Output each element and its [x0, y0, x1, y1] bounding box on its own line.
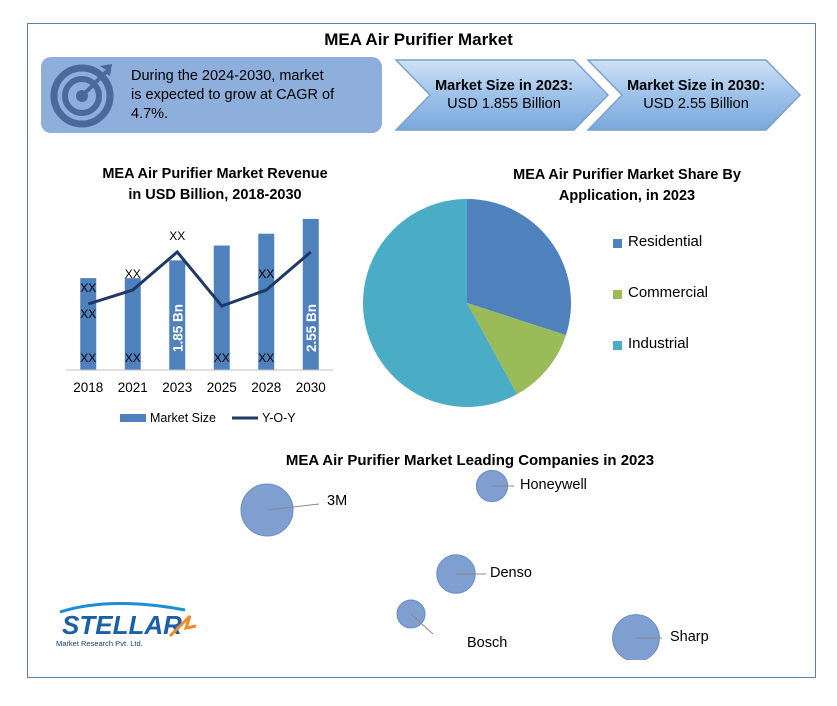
bar-2028 — [258, 233, 275, 370]
page-title: MEA Air Purifier Market — [324, 30, 513, 49]
pie-chart-title: MEA Air Purifier Market Share By Applica… — [487, 165, 767, 207]
x-tick-2030: 2030 — [296, 380, 326, 395]
cagr-line-2: is expected to grow at CAGR of — [131, 87, 335, 103]
market-size-arrows — [394, 59, 802, 131]
bar-2018 — [80, 278, 97, 370]
arrow-2030 — [586, 59, 802, 131]
x-tick-2021: 2021 — [118, 380, 148, 395]
cagr-line-3: 4.7%. — [131, 106, 169, 122]
bar-chart-title: MEA Air Purifier Market Revenue in USD B… — [90, 164, 340, 206]
market-size-2030-label: Market Size in 2030: — [627, 78, 765, 94]
bubble-label-3m: 3M — [327, 493, 348, 509]
target-icon — [50, 64, 114, 128]
pie-legend-residential: Residential — [628, 233, 703, 250]
bar-label-bottom-2021: XX — [125, 351, 141, 365]
arrow-2023 — [394, 59, 610, 131]
market-size-2023: Market Size in 2023: USD 1.855 Billion — [424, 77, 584, 113]
bar-label-bottom-2025: XX — [214, 351, 230, 365]
cagr-line-1: During the 2024-2030, market — [131, 68, 324, 84]
yoy-label-2023: XX — [169, 229, 185, 243]
bar-value-2023: 1.85 Bn — [170, 304, 185, 352]
bubble-label-sharp: Sharp — [670, 629, 709, 645]
bubble-leader-bosch — [410, 613, 434, 635]
pie-legend-swatch-industrial — [613, 341, 622, 350]
market-size-2023-label: Market Size in 2023: — [435, 78, 573, 94]
bubble-label-denso: Denso — [490, 565, 532, 581]
pie-legend-commercial: Commercial — [628, 284, 709, 301]
yoy-line — [87, 249, 312, 308]
companies-bubble-chart — [240, 470, 662, 660]
bar-label-bottom-2028: XX — [258, 351, 274, 365]
bar-2025 — [213, 245, 230, 370]
bar-value-2030: 2.55 Bn — [304, 304, 319, 352]
market-size-2030: Market Size in 2030: USD 2.55 Billion — [616, 77, 776, 113]
bar-2021 — [124, 278, 141, 370]
market-size-2023-value: USD 1.855 Billion — [447, 96, 561, 112]
pie-slice-industrial — [363, 199, 518, 407]
bubble-leader-3m — [266, 503, 320, 511]
bar-chart-title-line-2: in USD Billion, 2018-2030 — [128, 187, 302, 203]
bubble-chart-title: MEA Air Purifier Market Leading Companie… — [285, 452, 655, 469]
stellar-logo: STELLAR Market Research Pvt. Ltd. — [56, 602, 197, 648]
revenue-bar-chart: XX XX 2018 XX 2021 1.85 Bn 2023 XX 2025 XX 2028 2.5… — [66, 218, 333, 425]
application-pie-chart — [363, 199, 571, 407]
bar-label-bottom-2018: XX — [80, 351, 96, 365]
bar-label-top-2018: XX — [80, 307, 96, 321]
bubble-sharp — [612, 614, 660, 660]
yoy-label-2021: XX — [125, 267, 141, 281]
logo-name: STELLAR — [62, 610, 182, 640]
pie-legend-swatch-residential — [613, 239, 622, 248]
pie-chart-title-line-2: Application, in 2023 — [558, 188, 696, 204]
x-tick-2018: 2018 — [73, 380, 103, 395]
bar-chart-title-line-1: MEA Air Purifier Market Revenue — [102, 166, 328, 182]
bar-2023 — [169, 260, 186, 370]
pie-slice-commercial — [467, 303, 566, 395]
x-tick-2023: 2023 — [162, 380, 192, 395]
logo-tagline: Market Research Pvt. Ltd. — [56, 639, 143, 648]
pie-chart-title-line-1: MEA Air Purifier Market Share By — [513, 167, 741, 183]
market-size-2030-value: USD 2.55 Billion — [643, 96, 749, 112]
bubble-label-honeywell: Honeywell — [520, 477, 587, 493]
pie-legend-industrial: Industrial — [628, 335, 689, 352]
cagr-text: During the 2024-2030, market is expected… — [131, 67, 371, 124]
legend-market-size-swatch — [120, 414, 146, 422]
x-tick-2025: 2025 — [207, 380, 237, 395]
yoy-label-2028: XX — [258, 267, 274, 281]
legend-market-size: Market Size — [150, 411, 216, 425]
legend-yoy: Y-O-Y — [262, 411, 296, 425]
pie-slice-residential — [467, 199, 571, 336]
bubble-label-bosch: Bosch — [467, 635, 508, 651]
yoy-label-2018: XX — [80, 281, 96, 295]
pie-legend-swatch-commercial — [613, 290, 622, 299]
x-tick-2028: 2028 — [251, 380, 281, 395]
